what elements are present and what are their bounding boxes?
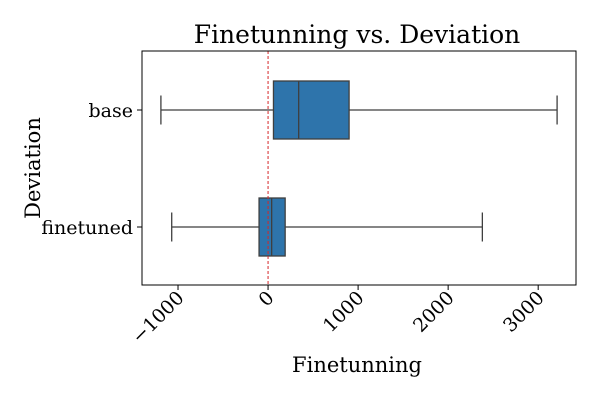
y-tick-label-finetuned: finetuned	[41, 217, 133, 239]
iqr-box	[272, 80, 350, 140]
box-group-finetuned	[171, 197, 484, 257]
plot-area: base finetuned −1000 0 1000 2000 3000	[41, 51, 558, 348]
x-axis-label: Finetunning	[292, 353, 422, 377]
x-tick-label: −1000	[128, 287, 189, 348]
x-tick-label: 3000	[499, 287, 549, 337]
x-tick-label: 1000	[319, 287, 369, 337]
y-axis-label: Deviation	[21, 117, 45, 219]
chart-title: Finetunning vs. Deviation	[194, 20, 521, 49]
y-tick-label-base: base	[89, 100, 134, 122]
box-group-base	[160, 80, 558, 140]
plot-frame	[141, 50, 577, 286]
x-tick-label: 0	[254, 287, 278, 311]
x-tick-label: 2000	[409, 287, 459, 337]
